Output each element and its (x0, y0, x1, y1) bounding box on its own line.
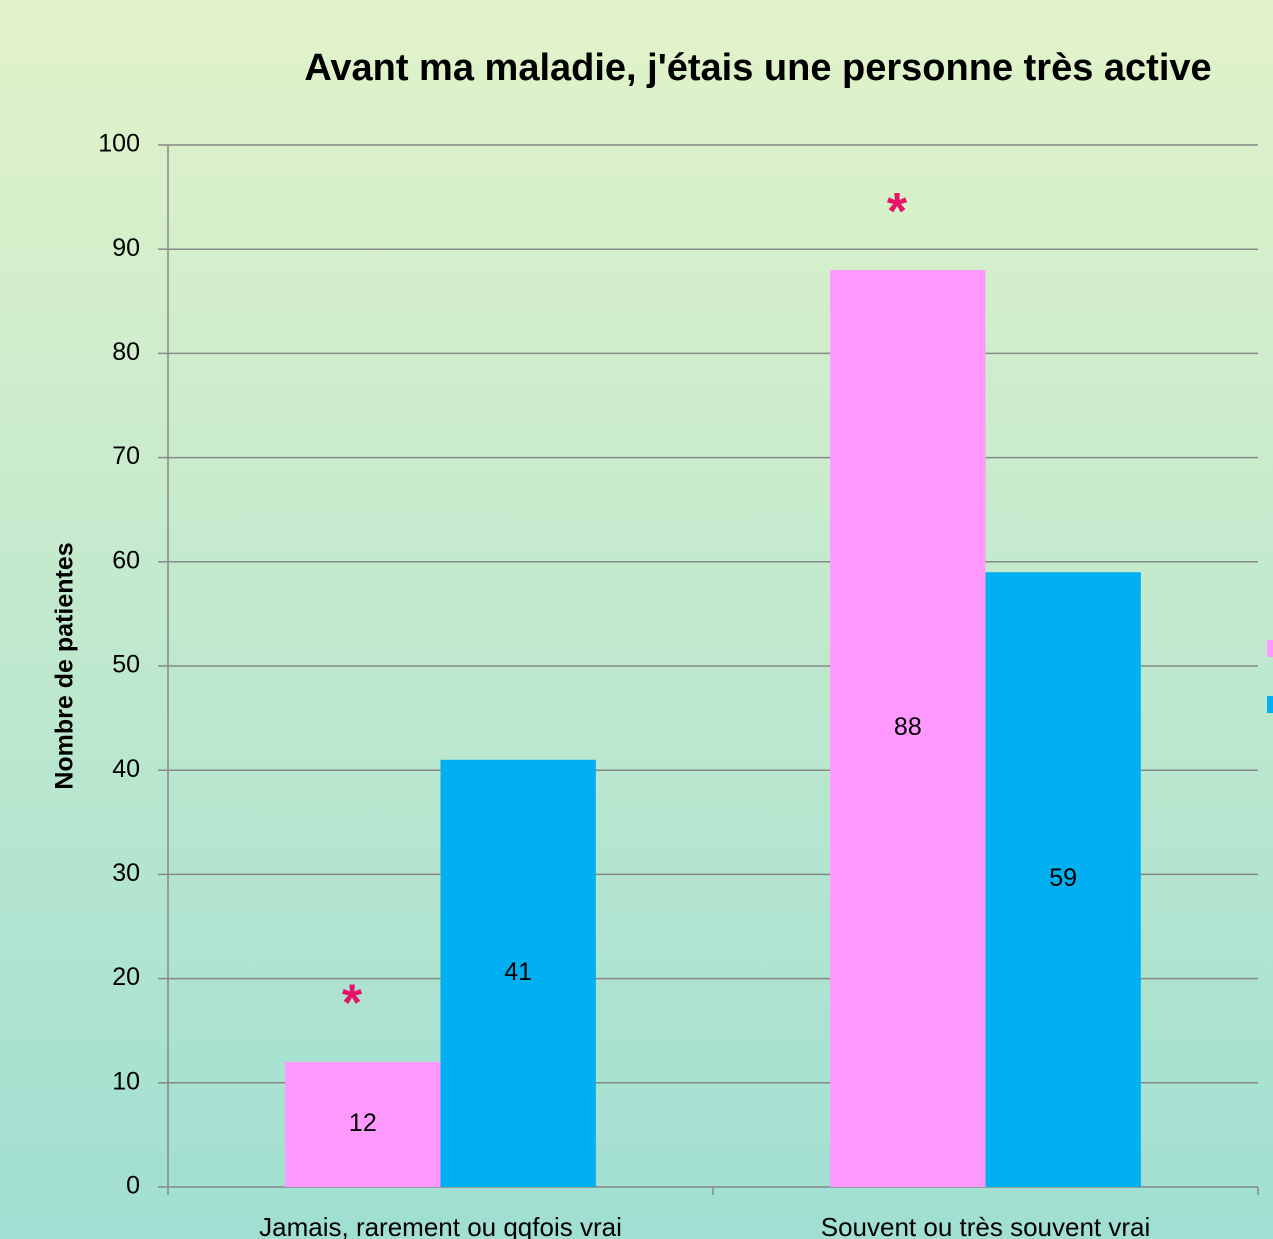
legend-swatch (1267, 696, 1273, 713)
bar (285, 1061, 441, 1187)
y-tick-label: 100 (98, 130, 140, 158)
y-tick-label: 70 (112, 442, 140, 470)
annotation: * (342, 975, 363, 1033)
y-axis-label: Nombre de patientes (51, 542, 79, 789)
value-label: 12 (349, 1109, 377, 1137)
y-tick-label: 10 (112, 1067, 140, 1095)
y-tick-label: 40 (112, 755, 140, 783)
y-tick-label: 80 (112, 338, 140, 366)
chart-title: Avant ma maladie, j'étais une personne t… (304, 47, 1211, 89)
x-tick-label: Souvent ou très souvent vrai (821, 1212, 1151, 1239)
legend-swatch (1267, 640, 1273, 657)
y-tick-label: 0 (126, 1172, 140, 1200)
x-tick-label: Jamais, rarement ou qqfois vrai (259, 1212, 622, 1239)
bar (830, 270, 986, 1187)
value-label: 88 (894, 713, 922, 741)
y-tick-label: 20 (112, 963, 140, 991)
bar (440, 759, 596, 1187)
y-tick-label: 60 (112, 546, 140, 574)
value-label: 41 (504, 958, 532, 986)
annotation: * (887, 183, 908, 241)
y-tick-label: 90 (112, 234, 140, 262)
value-label: 59 (1049, 864, 1077, 892)
y-tick-label: 50 (112, 651, 140, 679)
y-tick-label: 30 (112, 859, 140, 887)
bar (985, 572, 1141, 1187)
